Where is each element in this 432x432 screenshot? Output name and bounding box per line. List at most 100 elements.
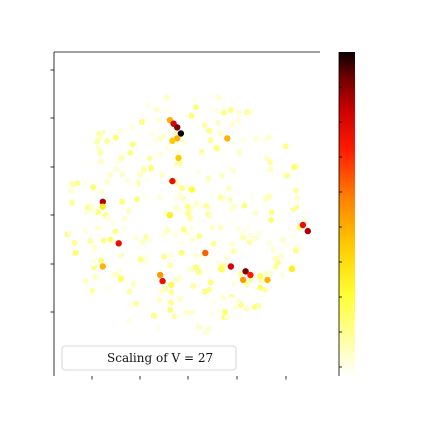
data-point — [218, 265, 225, 273]
background-point — [248, 193, 255, 199]
background-point — [98, 257, 105, 264]
background-point — [292, 247, 299, 254]
background-point — [252, 210, 259, 217]
background-point — [173, 196, 180, 203]
background-point — [302, 209, 309, 216]
data-point — [188, 186, 196, 193]
background-point — [69, 199, 76, 206]
background-point — [133, 300, 140, 307]
background-point — [141, 194, 148, 200]
background-point — [142, 259, 148, 266]
background-point — [168, 289, 175, 296]
background-point — [154, 136, 161, 143]
background-point — [147, 164, 154, 171]
background-point — [180, 311, 187, 318]
data-point — [247, 271, 254, 279]
data-point — [174, 135, 181, 142]
background-point — [130, 281, 137, 288]
background-point — [110, 160, 117, 167]
background-point — [110, 220, 117, 227]
background-point — [107, 236, 114, 243]
background-point — [143, 116, 150, 123]
background-point — [215, 260, 221, 267]
background-point — [220, 294, 227, 301]
legend-text: Scaling of V = 27 — [107, 351, 213, 365]
background-point — [252, 235, 259, 242]
background-point — [113, 166, 120, 173]
background-point — [126, 288, 133, 295]
background-point — [259, 201, 266, 208]
background-point — [129, 141, 136, 148]
background-point — [154, 121, 161, 128]
background-point — [99, 129, 106, 136]
background-point — [203, 203, 210, 209]
background-point — [68, 220, 75, 227]
background-point — [229, 219, 236, 226]
data-point — [159, 277, 166, 285]
data-point — [174, 124, 181, 131]
background-point — [94, 138, 101, 145]
background-point — [243, 305, 250, 312]
background-point — [235, 109, 242, 116]
background-point — [262, 286, 269, 293]
background-point — [144, 254, 151, 261]
background-point — [221, 109, 227, 116]
background-point — [162, 107, 169, 114]
background-point — [113, 271, 120, 278]
background-point — [111, 142, 118, 149]
background-point — [154, 326, 161, 333]
background-point — [104, 138, 111, 145]
background-point — [206, 286, 213, 293]
background-point — [212, 193, 219, 199]
background-point — [171, 313, 178, 320]
x-axis-ticks — [91, 376, 287, 380]
background-point — [94, 225, 101, 232]
data-point — [202, 249, 209, 257]
background-point — [180, 195, 187, 202]
background-point — [213, 108, 220, 115]
background-point — [121, 225, 128, 232]
data-point — [99, 263, 107, 270]
background-point — [243, 109, 250, 116]
data-point — [224, 135, 231, 142]
background-point — [217, 224, 224, 231]
background-point — [157, 234, 164, 241]
background-point — [187, 129, 194, 136]
background-point — [116, 267, 123, 274]
background-point — [284, 172, 291, 179]
background-point — [227, 107, 234, 113]
background-point — [249, 157, 256, 164]
legend: Scaling of V = 27 — [61, 345, 237, 371]
background-point — [205, 175, 212, 182]
background-point — [67, 187, 74, 194]
background-point — [230, 168, 237, 174]
background-point — [126, 317, 133, 324]
background-point — [145, 142, 152, 149]
background-point — [173, 277, 180, 284]
background-point — [241, 202, 248, 209]
background-point — [146, 155, 153, 162]
background-point — [232, 304, 239, 311]
background-point — [225, 185, 232, 192]
legend-box — [61, 345, 237, 371]
background-point — [192, 264, 199, 271]
background-point — [82, 277, 89, 284]
data-point — [264, 276, 271, 284]
background-point — [245, 251, 252, 258]
background-point — [149, 131, 156, 137]
background-point — [218, 130, 224, 137]
background-point — [231, 140, 237, 147]
background-point — [266, 193, 273, 200]
background-point — [192, 96, 199, 103]
background-point — [215, 94, 222, 101]
background-point — [160, 133, 167, 140]
background-point — [126, 301, 133, 308]
background-point — [224, 252, 231, 259]
background-point — [229, 240, 236, 247]
background-point — [187, 266, 194, 273]
background-point — [110, 294, 117, 301]
background-point — [301, 217, 308, 223]
background-point — [104, 284, 111, 291]
background-point — [188, 309, 195, 316]
